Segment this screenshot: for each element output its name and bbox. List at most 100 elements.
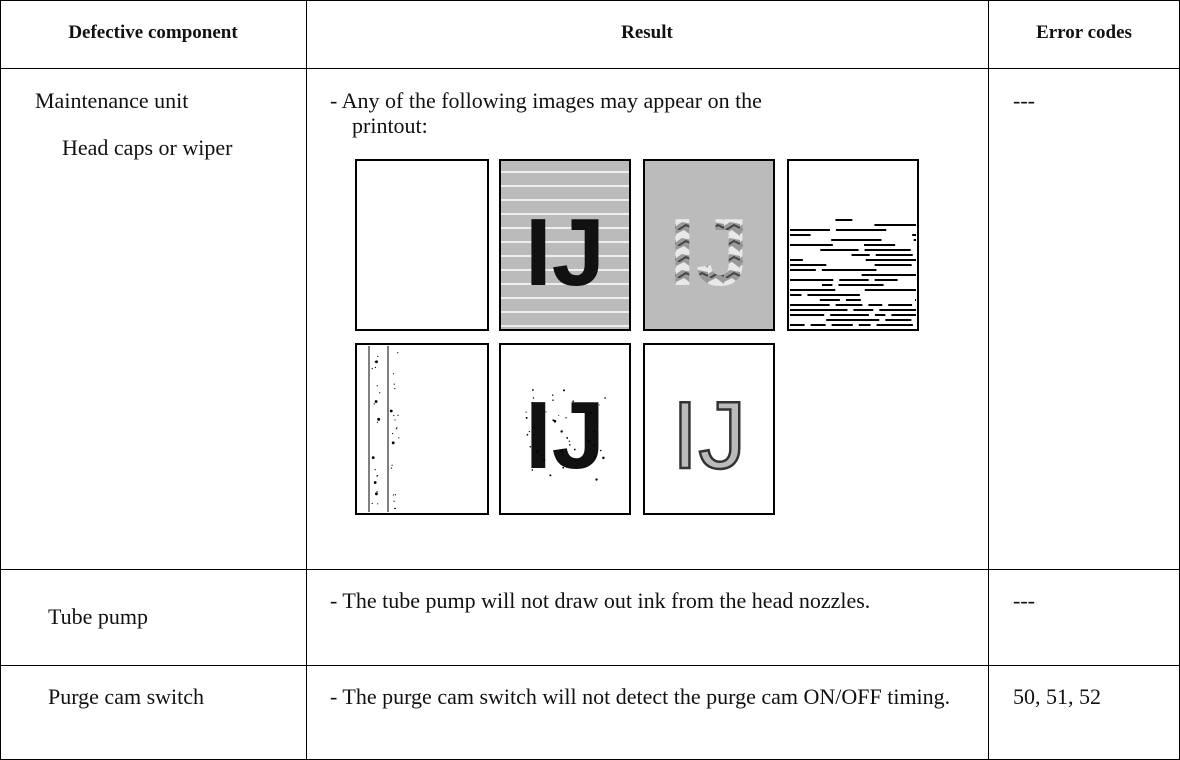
sample-images: IJ IJ IJ IJ xyxy=(355,159,919,515)
decoration xyxy=(398,437,400,439)
decoration xyxy=(541,454,543,457)
decoration xyxy=(394,494,396,496)
decoration xyxy=(392,494,395,496)
decoration xyxy=(536,450,539,453)
decoration xyxy=(376,421,379,423)
result: - The tube pump will not draw out ink fr… xyxy=(330,588,871,613)
decoration xyxy=(525,411,527,413)
sample-lines xyxy=(355,343,489,515)
decoration xyxy=(377,355,379,357)
sample-outline: IJ xyxy=(643,343,775,515)
decoration xyxy=(371,502,373,505)
decoration xyxy=(392,432,394,435)
decoration xyxy=(595,478,598,481)
decoration xyxy=(599,449,602,452)
decoration xyxy=(375,360,378,364)
decoration xyxy=(560,430,563,433)
decoration xyxy=(528,431,531,433)
sample-text: IJ xyxy=(525,382,605,489)
sample-speckled: IJ xyxy=(499,343,631,515)
decoration xyxy=(566,437,569,439)
decoration xyxy=(377,417,381,421)
decoration xyxy=(604,397,606,399)
decoration xyxy=(394,388,396,390)
decoration xyxy=(397,352,399,354)
decoration xyxy=(393,414,395,417)
header-cell: Result xyxy=(621,22,673,43)
decoration xyxy=(573,448,576,451)
decoration xyxy=(572,400,575,402)
decoration xyxy=(532,389,534,391)
result: - Any of the following images may appear… xyxy=(330,88,762,138)
component: Tube pump xyxy=(48,604,149,629)
decoration xyxy=(389,409,393,413)
error-codes: --- xyxy=(1013,588,1035,613)
error-codes: --- xyxy=(1013,88,1035,113)
decoration xyxy=(598,404,600,406)
decoration xyxy=(569,444,571,446)
decoration xyxy=(374,469,376,471)
decoration xyxy=(533,433,535,436)
component: Maintenance unit xyxy=(35,88,189,113)
decoration xyxy=(590,412,593,414)
sample-text: IJ xyxy=(672,382,747,489)
border xyxy=(0,0,1,760)
header-cell: Error codes xyxy=(1036,22,1132,43)
decoration xyxy=(376,385,378,387)
sample-dashes xyxy=(787,159,919,331)
decoration xyxy=(392,373,395,375)
decoration xyxy=(397,414,399,416)
decoration xyxy=(394,419,396,421)
error-codes: 50, 51, 52 xyxy=(1013,684,1101,709)
decoration xyxy=(376,491,378,493)
decoration xyxy=(587,440,591,443)
border xyxy=(0,68,1180,69)
component: Purge cam switch xyxy=(48,684,205,709)
decoration xyxy=(602,456,605,460)
decoration xyxy=(371,368,373,370)
sample-text: IJ xyxy=(669,199,749,306)
decoration xyxy=(377,503,379,505)
decoration xyxy=(562,457,565,459)
decoration xyxy=(562,454,565,456)
decoration xyxy=(390,467,393,469)
sample-text: IJ xyxy=(525,199,605,306)
decoration xyxy=(568,440,571,442)
sample-blank xyxy=(355,159,489,331)
decoration xyxy=(373,403,375,405)
decoration xyxy=(532,426,535,428)
decoration xyxy=(593,430,596,433)
decoration xyxy=(391,441,395,445)
decoration xyxy=(374,366,376,369)
decoration xyxy=(551,394,554,396)
decoration xyxy=(593,444,596,447)
decoration xyxy=(393,500,395,502)
decoration xyxy=(394,507,396,510)
decoration xyxy=(374,400,378,403)
decoration xyxy=(371,456,375,460)
decoration xyxy=(560,449,564,452)
decoration xyxy=(379,392,381,394)
decoration xyxy=(545,411,547,413)
decoration xyxy=(531,402,533,404)
border xyxy=(306,0,307,760)
decoration xyxy=(562,466,565,469)
decoration xyxy=(373,481,377,484)
decoration xyxy=(543,459,546,462)
decoration xyxy=(565,417,567,419)
decoration xyxy=(587,431,589,433)
decoration xyxy=(526,433,529,436)
decoration xyxy=(558,415,560,417)
sample-stripes: IJ xyxy=(499,159,631,331)
decoration xyxy=(376,475,378,477)
decoration xyxy=(562,389,565,392)
result: - The purge cam switch will not detect t… xyxy=(330,684,951,709)
decoration xyxy=(549,474,552,477)
decoration xyxy=(396,427,398,429)
decoration xyxy=(529,445,532,448)
decoration xyxy=(553,419,557,423)
border xyxy=(0,665,1180,666)
decoration xyxy=(395,428,397,430)
decoration xyxy=(391,464,393,466)
